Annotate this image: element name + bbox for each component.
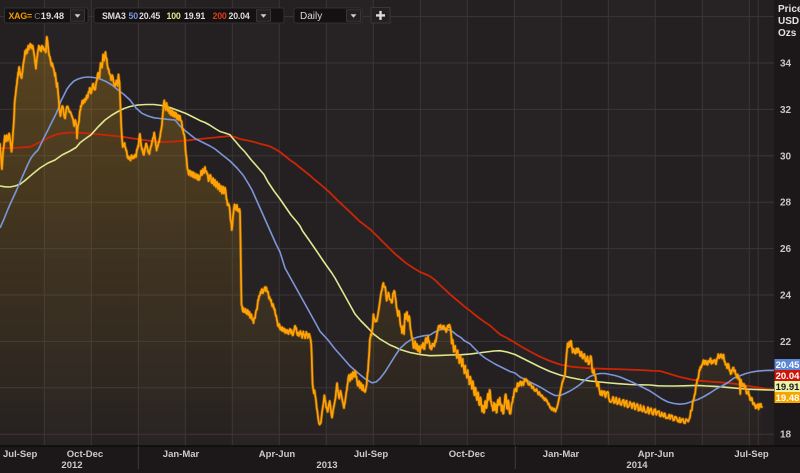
svg-text:19.48: 19.48 [776, 393, 800, 404]
svg-text:100: 100 [167, 11, 181, 21]
svg-text:200: 200 [213, 11, 227, 21]
svg-text:18: 18 [780, 430, 792, 441]
svg-text:SMA3: SMA3 [102, 11, 126, 21]
svg-text:2014: 2014 [626, 460, 648, 471]
svg-text:32: 32 [780, 105, 792, 116]
svg-text:USD: USD [778, 16, 799, 27]
svg-text:30: 30 [780, 151, 792, 162]
svg-text:20.45: 20.45 [776, 360, 800, 371]
svg-text:19.91: 19.91 [184, 11, 205, 21]
svg-text:Jul-Sep: Jul-Sep [354, 449, 389, 460]
svg-text:24: 24 [780, 291, 792, 302]
svg-text:28: 28 [780, 198, 792, 209]
svg-text:2012: 2012 [61, 460, 82, 471]
svg-text:34: 34 [780, 59, 792, 70]
svg-text:20.04: 20.04 [776, 371, 800, 382]
svg-text:19.48: 19.48 [41, 11, 64, 21]
svg-text:22: 22 [780, 337, 792, 348]
svg-text:Apr-Jun: Apr-Jun [638, 449, 675, 460]
svg-text:Jul-Sep: Jul-Sep [734, 449, 769, 460]
svg-text:50: 50 [129, 11, 139, 21]
svg-text:Oct-Dec: Oct-Dec [449, 449, 485, 460]
svg-text:20.45: 20.45 [139, 11, 160, 21]
svg-text:Jan-Mar: Jan-Mar [163, 449, 200, 460]
svg-text:XAG=: XAG= [9, 11, 32, 21]
svg-text:Jul-Sep: Jul-Sep [3, 449, 38, 460]
svg-text:C: C [34, 11, 40, 21]
svg-text:Daily: Daily [300, 11, 322, 22]
svg-text:20.04: 20.04 [229, 11, 250, 21]
svg-text:Oct-Dec: Oct-Dec [67, 449, 103, 460]
svg-text:Ozs: Ozs [778, 28, 797, 39]
svg-text:Apr-Jun: Apr-Jun [259, 449, 296, 460]
svg-text:19.91: 19.91 [776, 382, 800, 393]
svg-text:26: 26 [780, 244, 792, 255]
svg-text:2013: 2013 [316, 460, 337, 471]
svg-text:Jan-Mar: Jan-Mar [543, 449, 580, 460]
svg-text:Price: Price [778, 4, 800, 15]
